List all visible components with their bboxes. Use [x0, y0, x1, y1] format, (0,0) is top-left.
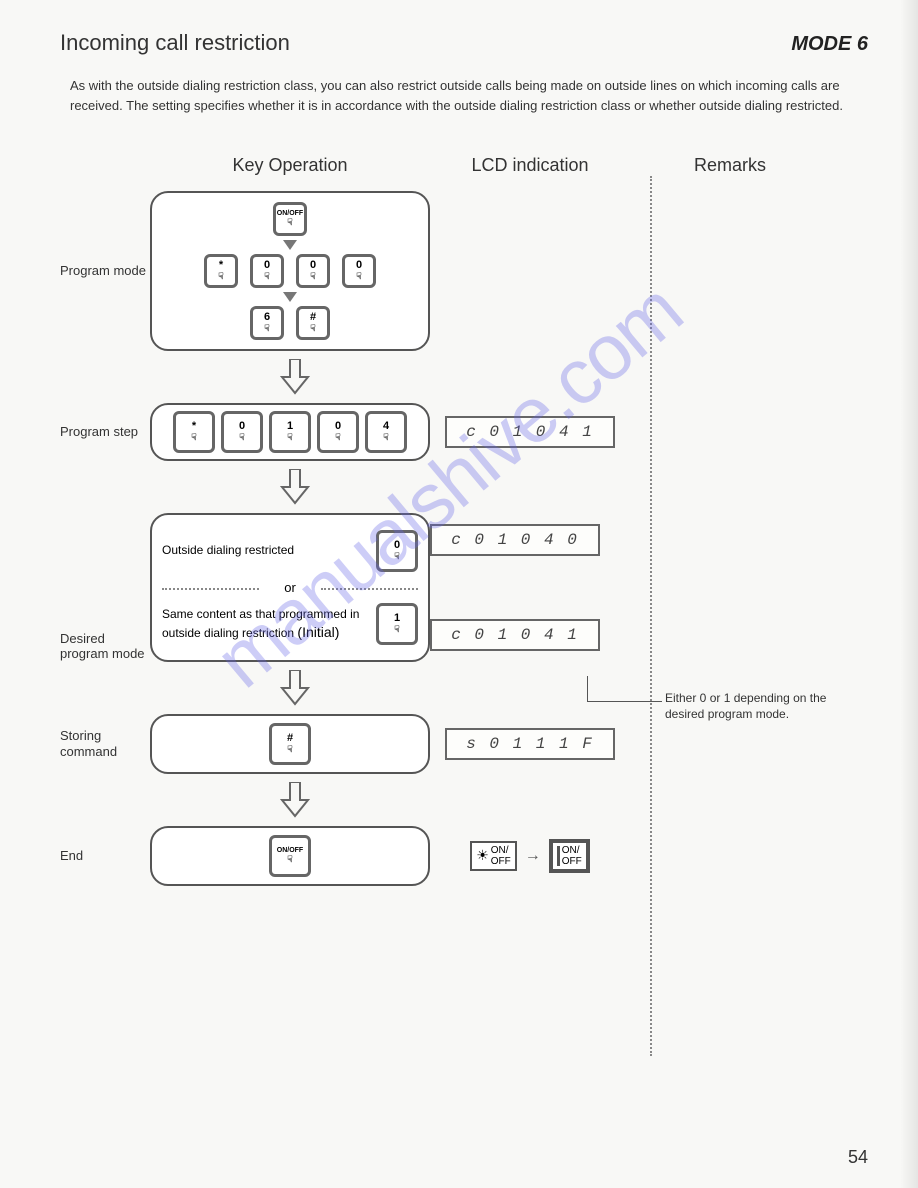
arrow-right-icon: → [525, 847, 541, 865]
triangle-icon [283, 292, 297, 302]
storing-panel: #☟ [150, 714, 430, 774]
key-0: 0☟ [221, 411, 263, 453]
key-6: 6☟ [250, 306, 284, 340]
label-program-step: Program step [60, 424, 150, 440]
lcd-display: c 0 1 0 4 1 [430, 619, 600, 651]
flow-arrow-icon [280, 469, 310, 505]
option1-text: Outside dialing restricted [162, 543, 368, 559]
key-onoff: ON/OFF☟ [273, 202, 307, 236]
key-1: 1☟ [269, 411, 311, 453]
callout-line [587, 701, 662, 702]
key-onoff: ON/OFF☟ [269, 835, 311, 877]
key-0: 0☟ [317, 411, 359, 453]
mode-label: MODE 6 [791, 33, 868, 56]
key-0: 0☟ [342, 254, 376, 288]
column-divider [650, 176, 652, 1056]
callout-line [587, 676, 588, 701]
page-number: 54 [848, 1147, 868, 1168]
label-storing: Storing command [60, 728, 150, 759]
flow-arrow-icon [280, 359, 310, 395]
label-desired-mode: Desired program mode [60, 631, 150, 662]
or-divider: or [162, 580, 418, 595]
label-program-mode: Program mode [60, 263, 150, 279]
intro-text: As with the outside dialing restriction … [60, 76, 868, 115]
desired-mode-panel: Outside dialing restricted 0☟ or Same co… [150, 513, 430, 662]
onoff-indicator: ☀ ON/ OFF [470, 841, 517, 871]
onoff-indicator: ON/ OFF [549, 839, 590, 873]
key-star: *☟ [204, 254, 238, 288]
label-end: End [60, 848, 150, 864]
key-1: 1☟ [376, 603, 418, 645]
flow-arrow-icon [280, 782, 310, 818]
lcd-display: c 0 1 0 4 0 [430, 524, 600, 556]
program-mode-panel: ON/OFF☟ *☟ 0☟ 0☟ 0☟ 6☟ #☟ [150, 191, 430, 351]
flow-arrow-icon [280, 670, 310, 706]
col-header-remarks: Remarks [640, 155, 820, 176]
program-step-panel: *☟ 0☟ 1☟ 0☟ 4☟ [150, 403, 430, 461]
end-panel: ON/OFF☟ [150, 826, 430, 886]
key-hash: #☟ [269, 723, 311, 765]
key-0: 0☟ [296, 254, 330, 288]
triangle-icon [283, 240, 297, 250]
col-header-key: Key Operation [60, 155, 420, 176]
page-title: Incoming call restriction [60, 30, 290, 56]
lcd-display: s 0 1 1 1 F [445, 728, 615, 760]
option2-text: Same content as that programmed in outsi… [162, 607, 368, 641]
key-4: 4☟ [365, 411, 407, 453]
key-hash: #☟ [296, 306, 330, 340]
lcd-display: c 0 1 0 4 1 [445, 416, 615, 448]
key-star: *☟ [173, 411, 215, 453]
key-0: 0☟ [250, 254, 284, 288]
key-0: 0☟ [376, 530, 418, 572]
remark-text: Either 0 or 1 depending on the desired p… [665, 691, 868, 722]
col-header-lcd: LCD indication [420, 155, 640, 176]
